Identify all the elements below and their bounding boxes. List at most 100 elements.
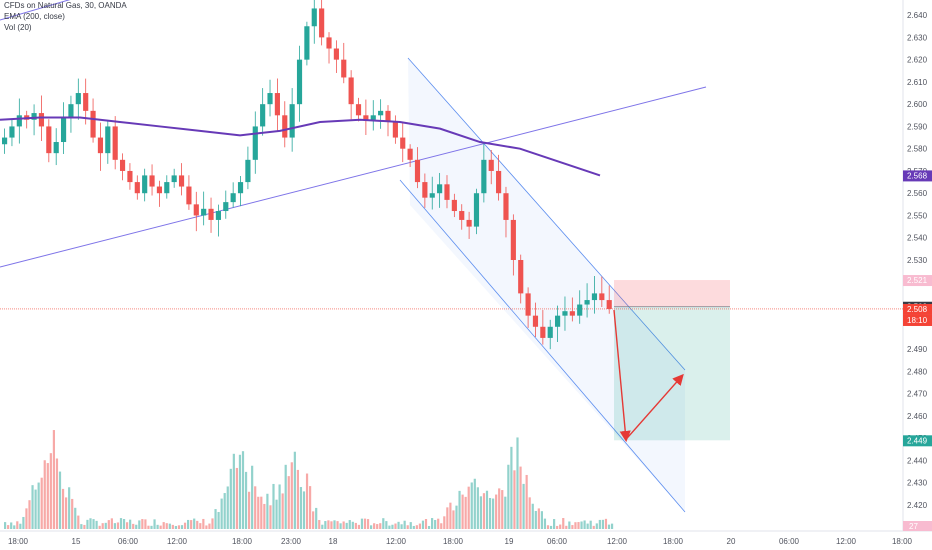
- candle-body[interactable]: [75, 93, 81, 105]
- candle-body[interactable]: [16, 115, 22, 127]
- candle-body[interactable]: [201, 208, 207, 216]
- candle-body[interactable]: [164, 182, 170, 194]
- candle-body[interactable]: [341, 59, 347, 78]
- candle-body[interactable]: [606, 300, 612, 309]
- candle-body[interactable]: [2, 137, 8, 145]
- candle-body[interactable]: [481, 159, 487, 194]
- candle-body[interactable]: [237, 182, 244, 194]
- channel-upper-line[interactable]: [407, 57, 686, 371]
- candle-body[interactable]: [466, 219, 472, 227]
- candle-body[interactable]: [444, 184, 450, 200]
- candle-body[interactable]: [68, 104, 74, 118]
- candle-body[interactable]: [289, 104, 295, 138]
- candle-body[interactable]: [230, 193, 236, 203]
- candle-body[interactable]: [193, 204, 199, 216]
- trendline[interactable]: [0, 86, 707, 268]
- candle-body[interactable]: [378, 110, 384, 116]
- candle-body[interactable]: [223, 202, 229, 212]
- candle-body[interactable]: [333, 48, 339, 60]
- volume-bar: [391, 524, 394, 529]
- volume-bar: [348, 520, 351, 529]
- candle-body[interactable]: [363, 115, 369, 120]
- candle-body[interactable]: [525, 293, 531, 316]
- candle-body[interactable]: [112, 126, 118, 160]
- candle-body[interactable]: [459, 211, 465, 220]
- candle-body[interactable]: [31, 113, 37, 120]
- candle-body[interactable]: [274, 93, 280, 116]
- candle-body[interactable]: [385, 110, 391, 122]
- volume-bar: [52, 430, 55, 529]
- candle-body[interactable]: [414, 159, 421, 183]
- legend-symbol[interactable]: CFDs on Natural Gas, 30, OANDA: [4, 1, 127, 10]
- candle-body[interactable]: [119, 159, 126, 171]
- candle-body[interactable]: [348, 77, 354, 105]
- legend-vol[interactable]: Vol (20): [4, 23, 32, 32]
- candle-body[interactable]: [178, 175, 185, 187]
- candle-body[interactable]: [518, 260, 524, 294]
- candle-body[interactable]: [326, 37, 332, 49]
- candle-body[interactable]: [171, 175, 177, 183]
- candle-body[interactable]: [400, 137, 406, 149]
- candle-body[interactable]: [60, 117, 67, 143]
- last-price-tag: 2.508: [907, 305, 928, 314]
- channel-lower-line[interactable]: [399, 179, 686, 513]
- projection-arrow-up[interactable]: [625, 373, 684, 440]
- candle-body[interactable]: [370, 115, 376, 120]
- candle-body[interactable]: [90, 110, 96, 138]
- position-profit-zone[interactable]: [614, 306, 730, 441]
- candle-body[interactable]: [105, 126, 111, 154]
- candle-body[interactable]: [53, 142, 59, 154]
- candle-body[interactable]: [503, 193, 509, 220]
- candle-body[interactable]: [451, 199, 457, 212]
- candle-body[interactable]: [407, 148, 413, 160]
- trendline-upper[interactable]: [0, 0, 120, 21]
- candle-body[interactable]: [156, 186, 163, 194]
- candle-body[interactable]: [569, 311, 575, 316]
- candle-body[interactable]: [577, 304, 583, 316]
- candle-body[interactable]: [591, 293, 598, 301]
- ema-line[interactable]: [0, 116, 601, 177]
- candle-body[interactable]: [215, 211, 221, 220]
- candle-body[interactable]: [437, 184, 443, 194]
- legend-ema[interactable]: EMA (200, close): [4, 12, 65, 21]
- candle-body[interactable]: [429, 193, 435, 198]
- candle-body[interactable]: [267, 93, 273, 105]
- candle-body[interactable]: [46, 126, 52, 154]
- candle-body[interactable]: [304, 26, 310, 60]
- candle-body[interactable]: [149, 175, 155, 187]
- candle-body[interactable]: [9, 126, 15, 138]
- candle-body[interactable]: [319, 8, 325, 38]
- candle-body[interactable]: [296, 59, 303, 105]
- candle-body[interactable]: [532, 315, 539, 327]
- candle-body[interactable]: [38, 113, 45, 127]
- candle-body[interactable]: [245, 159, 251, 183]
- candle-body[interactable]: [142, 175, 148, 194]
- projection-arrow-down[interactable]: [613, 309, 631, 443]
- candle-body[interactable]: [97, 137, 104, 154]
- candle-body[interactable]: [186, 186, 192, 205]
- candle-body[interactable]: [488, 159, 494, 171]
- candle-body[interactable]: [555, 315, 561, 327]
- candle-body[interactable]: [208, 208, 214, 220]
- candle-body[interactable]: [562, 311, 568, 316]
- candle-body[interactable]: [260, 104, 266, 127]
- volume-bar: [522, 483, 525, 529]
- candle-body[interactable]: [540, 326, 546, 338]
- position-stop-zone[interactable]: [614, 280, 730, 307]
- candle-body[interactable]: [127, 170, 133, 183]
- candle-body[interactable]: [510, 219, 516, 260]
- candle-body[interactable]: [584, 300, 590, 305]
- candle-body[interactable]: [355, 104, 362, 116]
- candle-body[interactable]: [496, 170, 502, 194]
- candle-body[interactable]: [311, 8, 317, 27]
- candle-body[interactable]: [282, 115, 288, 138]
- candle-body[interactable]: [252, 126, 258, 160]
- candle-body[interactable]: [134, 182, 140, 194]
- candle-body[interactable]: [392, 121, 398, 138]
- candle-body[interactable]: [547, 326, 553, 338]
- candle-body[interactable]: [422, 182, 428, 198]
- candle-body[interactable]: [83, 93, 89, 111]
- candle-body[interactable]: [599, 293, 605, 301]
- candle-body[interactable]: [473, 193, 480, 227]
